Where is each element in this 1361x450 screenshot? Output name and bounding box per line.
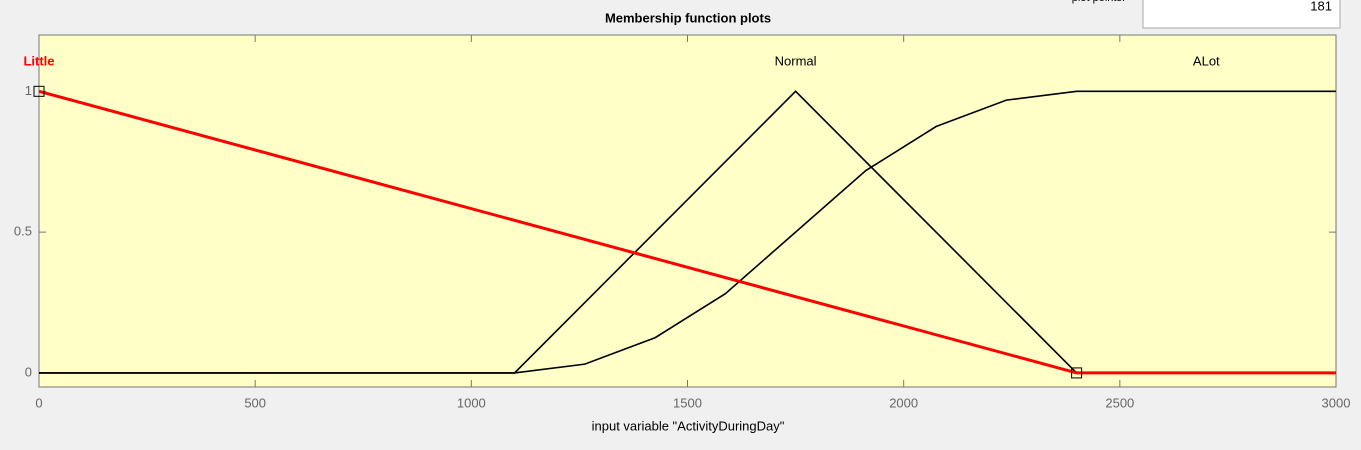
plot-points-value[interactable]: 181 xyxy=(1310,0,1332,13)
y-tick-label: 0.5 xyxy=(14,224,32,239)
x-tick-label: 2500 xyxy=(1105,395,1134,410)
series-label: Little xyxy=(23,53,54,68)
x-tick-label: 1000 xyxy=(457,395,486,410)
plot-area xyxy=(38,34,1337,388)
selection-handle xyxy=(1071,367,1083,379)
membership-line xyxy=(38,89,1336,375)
x-tick-label: 0 xyxy=(35,395,42,410)
series-label: Normal xyxy=(775,53,817,68)
plot-points-label: plot points: xyxy=(1072,0,1125,4)
membership-line xyxy=(39,90,1336,374)
x-tick-label: 2000 xyxy=(889,395,918,410)
x-axis-label: input variable "ActivityDuringDay" xyxy=(592,418,785,433)
chart-title: Membership function plots xyxy=(605,10,771,25)
x-tick-label: 500 xyxy=(244,395,266,410)
x-tick-label: 1500 xyxy=(673,395,702,410)
x-tick-label: 3000 xyxy=(1322,395,1351,410)
series-label: ALot xyxy=(1193,53,1220,68)
selection-handle xyxy=(33,85,45,97)
plot-points-input[interactable] xyxy=(1142,0,1341,29)
y-tick-label: 1 xyxy=(25,83,32,98)
y-tick-label: 0 xyxy=(25,364,32,379)
